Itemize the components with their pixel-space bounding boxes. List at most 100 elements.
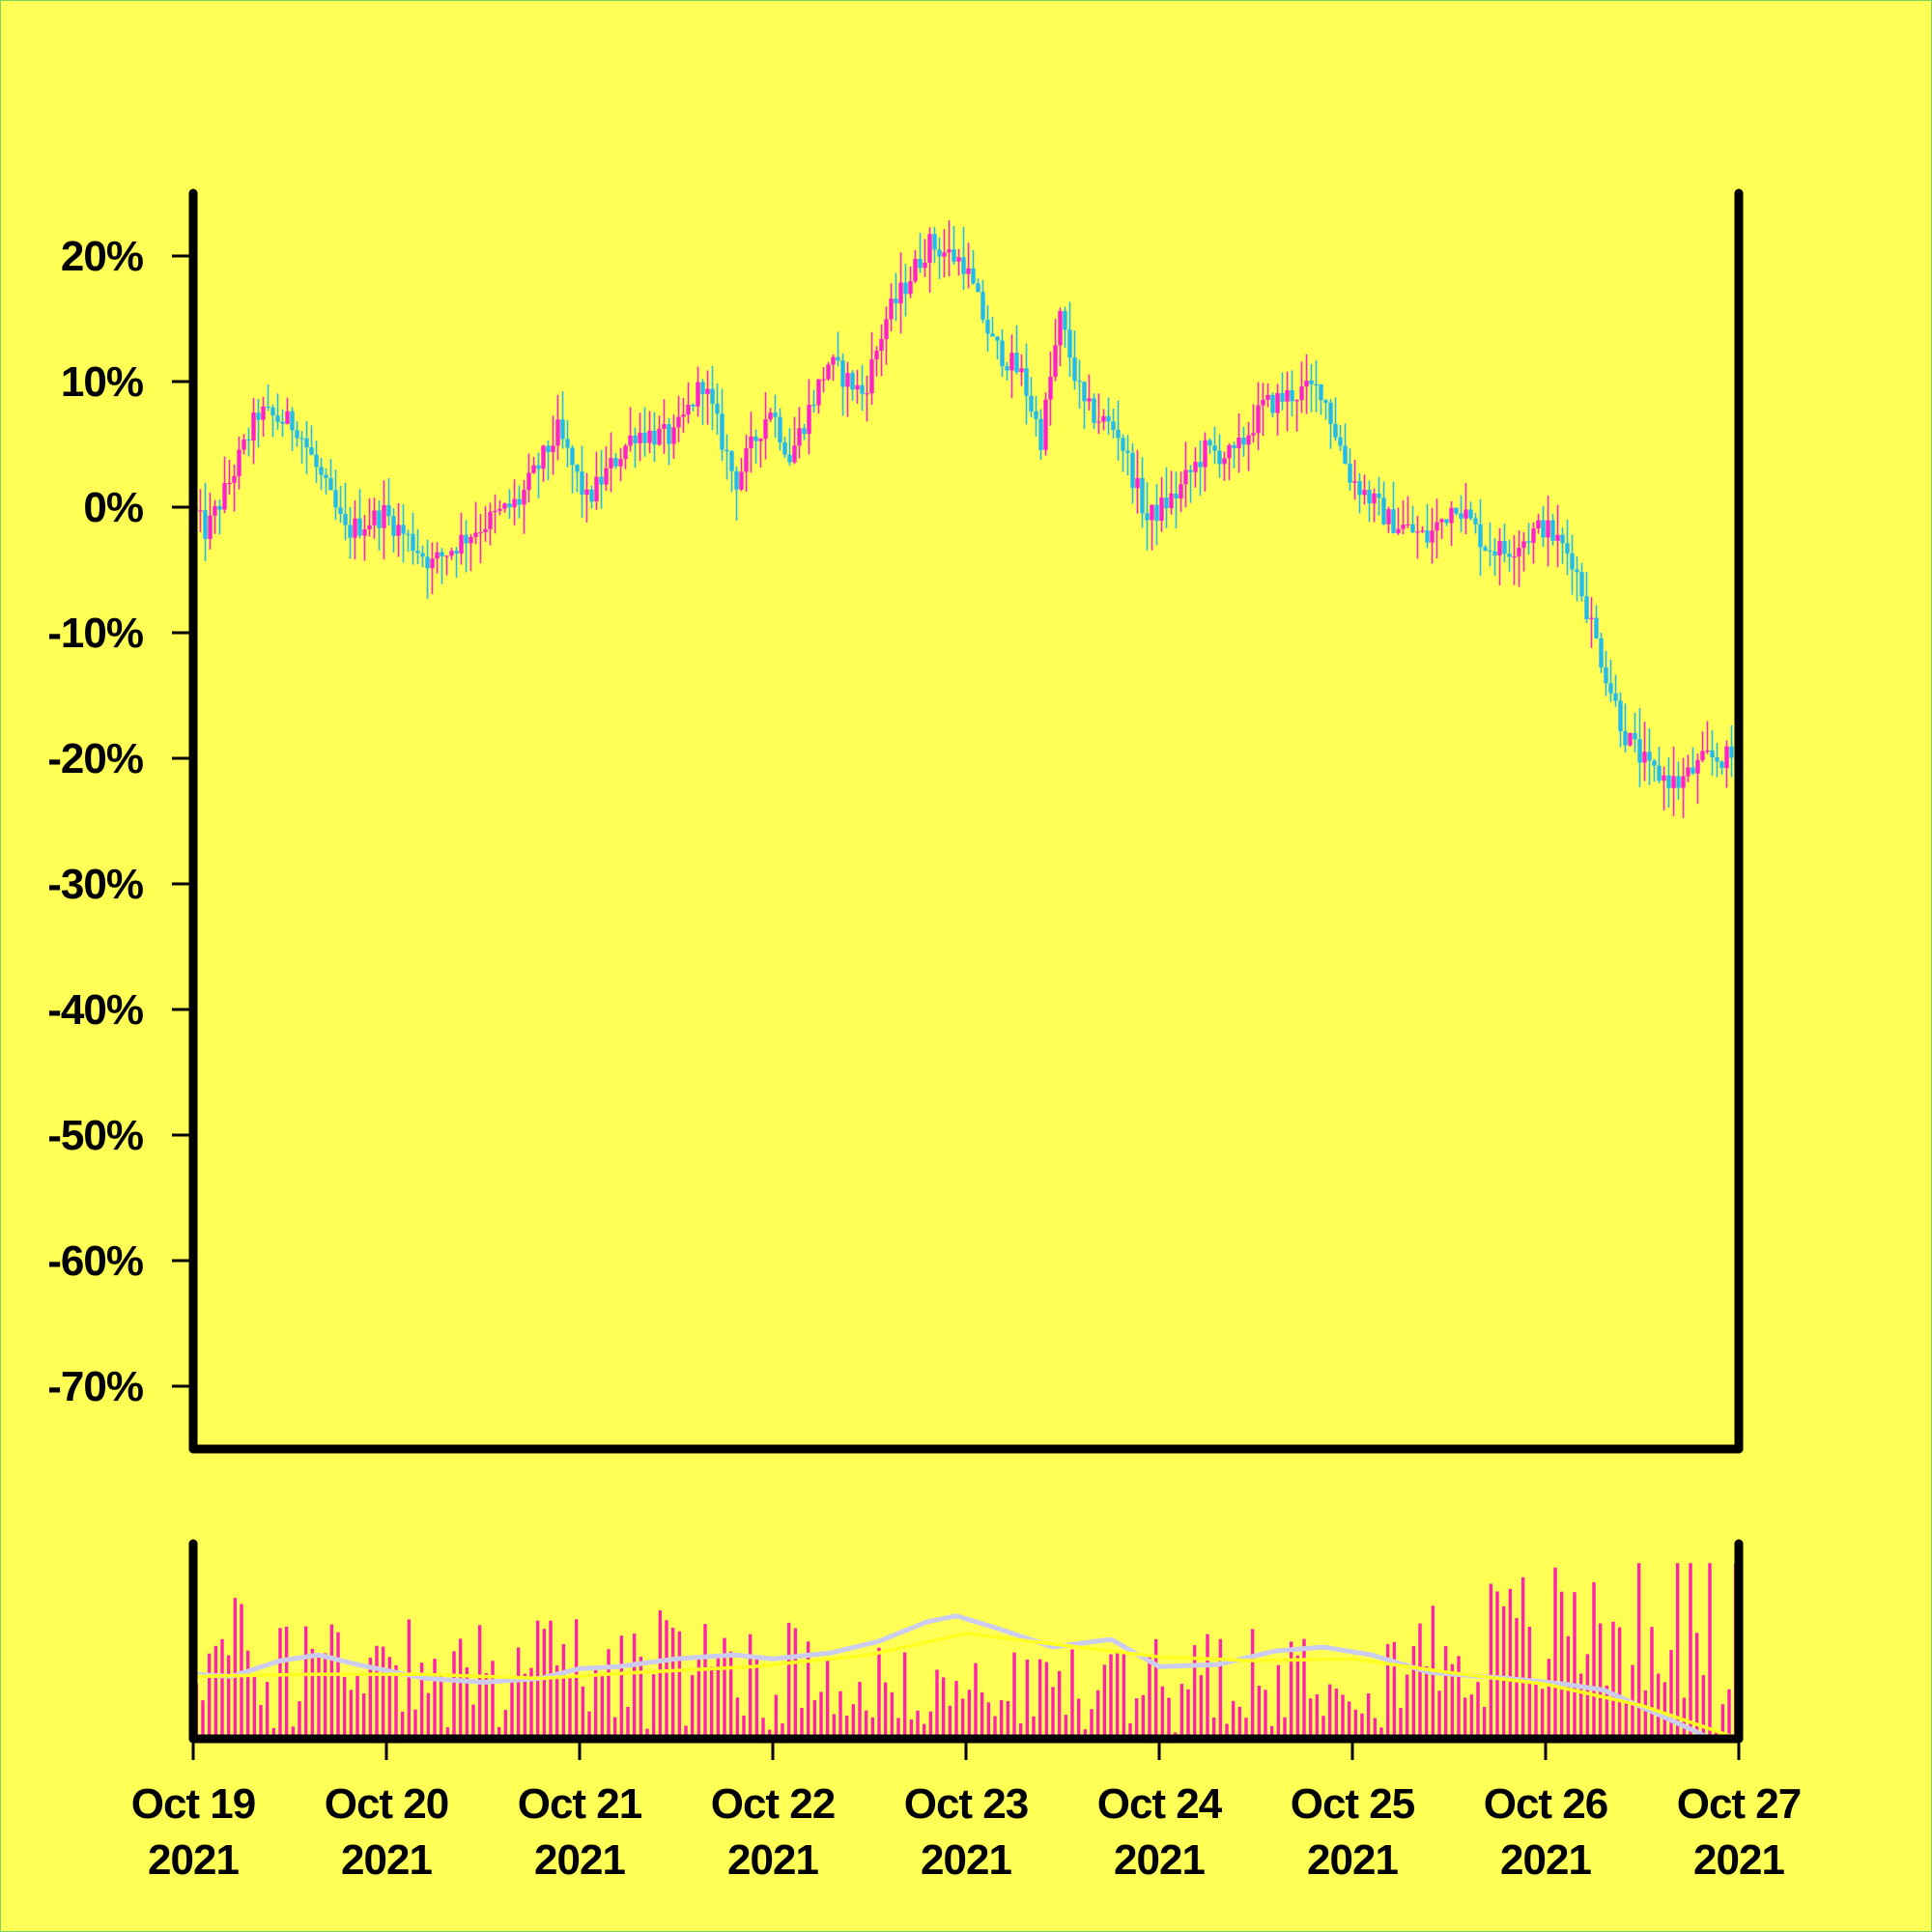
volume-bar [761,1718,765,1739]
candle [1729,724,1734,778]
candle [266,384,270,412]
volume-bar [742,1715,746,1739]
candle-body [1087,398,1092,402]
candle-body [512,498,517,508]
volume-bar [626,1706,630,1739]
volume-bar [999,1699,1004,1739]
volume-bar [336,1632,340,1739]
candle [1101,409,1106,431]
y-tick-label: 10% [61,358,143,406]
candle-body [734,470,739,490]
volume-bar [600,1673,605,1739]
candle [787,428,792,467]
candle [1715,743,1719,778]
candle [1304,354,1309,414]
candle [464,520,469,573]
candle-body [1599,638,1604,668]
candle-body [927,234,932,263]
volume-bar [684,1725,688,1739]
x-axis-ticks: Oct 19 2021 Oct 20 2021 Oct 21 2021 Oct 22 2021… [131,1739,1802,1884]
candle-body [1058,310,1063,346]
volume-bar [639,1656,643,1739]
candle-body [1536,520,1541,528]
volume-bar [220,1638,224,1739]
candle-body [198,510,203,512]
candle-body [956,257,961,262]
candle [1608,659,1613,702]
candle-body [435,552,440,559]
volume-bar [1643,1690,1648,1739]
candle [1222,451,1227,481]
x-tick-label-line: 2021 [1114,1836,1205,1884]
candle-body [898,282,903,304]
candle [1280,372,1285,411]
volume-bar [317,1657,321,1739]
candle [246,427,251,457]
volume-bar [1128,1722,1132,1739]
candle [1719,760,1724,775]
candle-body [1700,751,1705,760]
candle [1125,435,1130,476]
candle [213,499,217,534]
volume-bar [426,1692,431,1739]
volume-bar [825,1660,830,1739]
volume-bar [754,1657,759,1739]
volume-bar [1605,1685,1609,1739]
candle [763,392,768,460]
candle [1188,465,1193,503]
candle-body [261,406,266,420]
volume-bar [542,1629,547,1739]
candle [299,431,304,464]
candle-body [517,498,522,505]
candle [995,335,1000,360]
x-tick-label: Oct 24 2021 [1097,1780,1223,1884]
candle [1246,421,1251,471]
candle [657,415,662,446]
candle-body [1314,384,1319,385]
candle [985,304,990,352]
candle-body [797,428,802,446]
candle [1270,392,1275,417]
candle-body [662,424,667,429]
volume-bar [948,1705,952,1739]
candle-body [338,507,343,515]
volume-bar [1708,1563,1712,1739]
candle [855,369,860,404]
y-axis-ticks: 20% 10% 0% -10% -20% -30% -40% -50% -60% -70% [47,233,193,1410]
candle-body [749,436,753,449]
volume-bar [1424,1665,1429,1739]
volume-bar [1411,1645,1416,1739]
candle [667,417,671,466]
volume-bar [1057,1670,1062,1739]
candle-body [807,405,811,435]
volume-bar [497,1726,501,1739]
candle-body [1082,382,1087,402]
volume-bar [1347,1701,1351,1739]
volume-bar [1334,1689,1339,1739]
candle [1570,534,1575,595]
candle [362,515,367,561]
volume-bar [375,1645,379,1739]
candle-body [831,356,836,365]
candle-body [1531,527,1536,543]
candle [1077,359,1082,410]
candle-body [565,439,570,448]
candle [715,383,720,436]
candle [739,458,744,492]
candle-body [372,510,377,526]
candle-body [1019,368,1024,373]
candle [932,226,937,264]
volume-bar [1083,1729,1088,1739]
candle-body [290,411,295,431]
candle-body [604,468,609,485]
candle [251,397,256,465]
candle-body [638,432,642,443]
candle [551,415,555,475]
volume-bar [433,1659,437,1739]
candle-body [710,388,715,404]
candle-body [966,268,971,274]
volume-bar [271,1727,276,1739]
candle-body [1478,524,1483,548]
candle-body [1579,572,1584,597]
candle [860,364,865,412]
